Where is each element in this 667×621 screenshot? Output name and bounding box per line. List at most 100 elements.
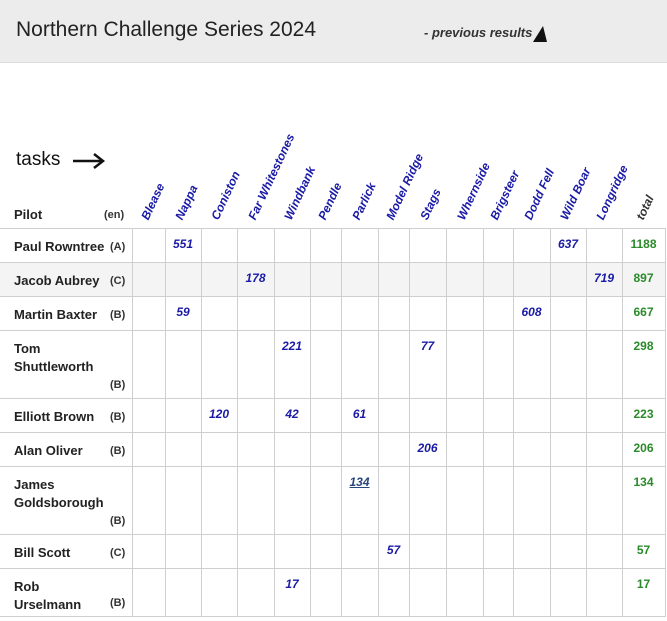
score-cell [377,228,410,263]
score-cell [200,466,238,535]
score-value: 61 [352,407,367,421]
task-column-header[interactable]: Windbank [281,164,319,222]
pilot-name: Rob Urselmann [14,579,82,612]
score-link[interactable]: 134 [349,475,370,489]
total-cell: 17 [621,568,666,617]
pilot-cell: Alan Oliver (B) [0,432,133,467]
task-column-header[interactable]: Nappa [172,182,201,222]
task-column-header[interactable]: Wild Boar [557,165,594,222]
score-cell [377,330,410,399]
score-cell [482,466,514,535]
task-column-header[interactable]: Whernside [453,160,493,222]
score-cell: 551 [164,228,202,263]
score-cell [445,330,484,399]
pilot-name: James Goldsborough [14,477,104,510]
score-cell [482,262,514,297]
score-cell [273,262,311,297]
score-cell: 61 [340,398,379,433]
total-value: 1188 [630,237,657,251]
score-cell [408,398,447,433]
score-cell [408,228,447,263]
task-column-header[interactable]: Parlick [348,180,379,222]
pilot-name: Paul Rowntree [14,239,105,254]
score-cell [236,296,275,331]
score-cell [236,466,275,535]
score-cell [549,534,587,569]
score-cell [131,534,166,569]
score-value: 59 [176,305,190,319]
task-column-header[interactable]: Dodd Fell [520,166,557,222]
task-column-header[interactable]: Longridge [593,162,631,222]
score-cell [200,296,238,331]
score-cell [445,568,484,617]
pilot-column-header: Pilot [14,207,43,222]
score-cell [340,568,379,617]
score-cell [512,262,551,297]
score-value: 719 [593,271,615,285]
score-cell [549,466,587,535]
score-cell: 59 [164,296,202,331]
task-column-header[interactable]: Stags [416,186,444,222]
score-cell [131,228,166,263]
pilot-cell: James Goldsborough (B) [0,466,133,535]
score-cell [164,534,202,569]
score-cell [164,432,202,467]
score-cell [445,228,484,263]
score-cell [309,262,342,297]
score-cell [377,262,410,297]
table-row: Rob Urselmann (B) 17 17 [0,568,666,617]
pilot-name: Alan Oliver [14,443,83,458]
table-row: Paul Rowntree (A) 551 637 1188 [0,228,666,263]
table-row: Alan Oliver (B) 206 206 [0,432,666,467]
pilot-class: (B) [110,309,126,321]
score-cell: 206 [408,432,447,467]
language-header: (en) [104,209,125,221]
score-cell: 608 [512,296,551,331]
total-value: 206 [633,441,654,455]
score-cell [200,432,238,467]
score-value: 608 [521,305,542,319]
pilot-class: (A) [110,241,126,253]
score-cell [482,228,514,263]
task-column-header[interactable]: Pendle [314,180,345,222]
task-column-header[interactable]: Coniston [208,168,243,222]
tasks-label: tasks [16,149,61,170]
score-cell [549,432,587,467]
score-cell [585,466,623,535]
score-cell: 134 [340,466,379,535]
pilot-cell: Bill Scott (C) [0,534,133,569]
score-cell: 221 [273,330,311,399]
pilot-class: (B) [110,445,126,457]
score-cell [549,262,587,297]
score-cell [408,262,447,297]
score-cell [482,330,514,399]
score-cell [200,262,238,297]
previous-results-link[interactable]: - previous results [424,25,533,40]
score-cell [445,398,484,433]
table-row: Jacob Aubrey (C) 178 719 897 [0,262,666,297]
score-cell [585,534,623,569]
total-cell: 1188 [621,228,666,263]
pilot-cell: Jacob Aubrey (C) [0,262,133,297]
arrow-icon[interactable] [533,26,547,42]
pilot-name: Jacob Aubrey [14,273,100,288]
score-value: 120 [208,407,230,421]
score-cell [512,398,551,433]
score-cell [309,330,342,399]
pilot-cell: Elliott Brown (B) [0,398,133,433]
score-cell [512,568,551,617]
score-cell [200,228,238,263]
score-cell [549,568,587,617]
score-value: 178 [245,271,266,285]
pilot-class: (B) [110,515,126,527]
score-cell [585,568,623,617]
score-cell [309,534,342,569]
task-column-header[interactable]: Brigsteer [487,168,523,222]
score-cell [549,398,587,433]
task-column-header[interactable]: Blease [137,181,167,222]
score-cell [340,262,379,297]
score-cell [512,534,551,569]
score-cell [131,330,166,399]
score-cell [164,568,202,617]
total-column-header[interactable]: total [632,193,657,222]
